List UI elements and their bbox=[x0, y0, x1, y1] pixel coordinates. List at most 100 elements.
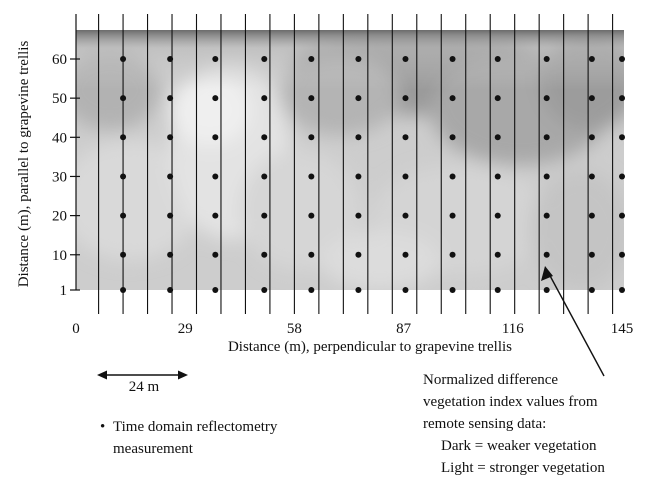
tdr-point bbox=[212, 287, 219, 293]
tdr-point bbox=[588, 251, 595, 258]
tdr-point bbox=[120, 212, 127, 219]
legend-line-2: measurement bbox=[113, 441, 194, 457]
ndvi-line-3: remote sensing data: bbox=[423, 416, 546, 432]
tdr-point bbox=[619, 212, 625, 219]
tdr-point bbox=[355, 212, 362, 219]
ndvi-raster bbox=[76, 30, 624, 290]
ndvi-line-5: Light = stronger vegetation bbox=[441, 460, 605, 476]
tdr-point bbox=[261, 56, 268, 62]
legend-line-1: Time domain reflectometry bbox=[113, 419, 278, 435]
scale-bar-label: 24 m bbox=[129, 379, 160, 395]
tdr-point bbox=[167, 56, 174, 62]
tdr-point bbox=[167, 95, 174, 102]
tdr-point bbox=[494, 173, 501, 180]
tdr-point bbox=[402, 95, 409, 102]
tdr-point bbox=[212, 56, 219, 62]
tdr-point bbox=[402, 134, 409, 141]
legend-bullet: • bbox=[100, 419, 105, 435]
tdr-legend: • Time domain reflectometry measurement bbox=[100, 419, 278, 457]
y-tick-label: 30 bbox=[52, 169, 67, 185]
y-axis-title: Distance (m), parallel to grapevine trel… bbox=[16, 41, 32, 288]
ndvi-line-1: Normalized difference bbox=[423, 372, 558, 388]
tdr-point bbox=[494, 212, 501, 219]
tdr-point bbox=[402, 287, 409, 293]
tdr-point bbox=[402, 173, 409, 180]
tdr-point bbox=[449, 287, 456, 293]
tdr-point bbox=[120, 95, 127, 102]
tdr-point bbox=[261, 251, 268, 258]
tdr-point bbox=[261, 95, 268, 102]
tdr-point bbox=[308, 173, 315, 180]
tdr-point bbox=[120, 173, 127, 180]
tdr-point bbox=[402, 212, 409, 219]
tdr-point bbox=[449, 134, 456, 141]
tdr-point bbox=[588, 212, 595, 219]
y-tick-label: 40 bbox=[52, 130, 67, 146]
tdr-point bbox=[588, 173, 595, 180]
y-axis: 1 10 20 30 40 50 60 bbox=[52, 14, 80, 299]
y-tick-label: 1 bbox=[60, 283, 68, 299]
tdr-points bbox=[120, 56, 625, 293]
tdr-point bbox=[543, 173, 550, 180]
x-tick-label: 29 bbox=[178, 321, 193, 337]
tdr-point bbox=[261, 173, 268, 180]
tdr-point bbox=[619, 95, 625, 102]
tdr-point bbox=[494, 287, 501, 293]
tdr-point bbox=[355, 173, 362, 180]
tdr-point bbox=[619, 287, 625, 293]
ndvi-line-4: Dark = weaker vegetation bbox=[441, 438, 597, 454]
tdr-point bbox=[308, 287, 315, 293]
tdr-point bbox=[449, 56, 456, 62]
tdr-point bbox=[588, 56, 595, 62]
tdr-point bbox=[588, 134, 595, 141]
tdr-point bbox=[355, 251, 362, 258]
tdr-point bbox=[449, 95, 456, 102]
tdr-point bbox=[308, 134, 315, 141]
tdr-point bbox=[167, 251, 174, 258]
y-tick-label: 20 bbox=[52, 209, 67, 225]
tdr-point bbox=[120, 56, 127, 62]
tdr-point bbox=[355, 56, 362, 62]
tdr-point bbox=[449, 251, 456, 258]
tdr-point bbox=[120, 287, 127, 293]
tdr-point bbox=[543, 212, 550, 219]
y-tick-label: 10 bbox=[52, 248, 67, 264]
x-tick-label: 0 bbox=[72, 321, 80, 337]
tdr-point bbox=[619, 251, 625, 258]
tdr-point bbox=[402, 251, 409, 258]
ndvi-line-2: vegetation index values from bbox=[423, 394, 598, 410]
tdr-point bbox=[167, 134, 174, 141]
x-tick-label: 116 bbox=[502, 321, 524, 337]
tdr-point bbox=[494, 251, 501, 258]
tdr-point bbox=[543, 95, 550, 102]
tdr-point bbox=[212, 134, 219, 141]
y-tick-label: 50 bbox=[52, 91, 67, 107]
tdr-point bbox=[543, 251, 550, 258]
tdr-point bbox=[355, 95, 362, 102]
tdr-point bbox=[308, 95, 315, 102]
tdr-point bbox=[308, 212, 315, 219]
tdr-point bbox=[308, 56, 315, 62]
tdr-point bbox=[212, 95, 219, 102]
tdr-point bbox=[355, 134, 362, 141]
tdr-point bbox=[543, 134, 550, 141]
tdr-point bbox=[588, 95, 595, 102]
tdr-point bbox=[120, 134, 127, 141]
tdr-point bbox=[167, 287, 174, 293]
tdr-point bbox=[449, 173, 456, 180]
tdr-point bbox=[120, 251, 127, 258]
tdr-point bbox=[543, 287, 550, 293]
tdr-point bbox=[402, 56, 409, 62]
tdr-point bbox=[619, 173, 625, 180]
trellis-lines bbox=[98, 14, 614, 314]
tdr-point bbox=[355, 287, 362, 293]
tdr-point bbox=[494, 134, 501, 141]
x-tick-label: 145 bbox=[611, 321, 634, 337]
tdr-point bbox=[619, 56, 625, 62]
tdr-point bbox=[212, 251, 219, 258]
tdr-point bbox=[167, 212, 174, 219]
scale-bar: 24 m bbox=[97, 370, 188, 395]
tdr-point bbox=[588, 287, 595, 293]
tdr-point bbox=[212, 173, 219, 180]
